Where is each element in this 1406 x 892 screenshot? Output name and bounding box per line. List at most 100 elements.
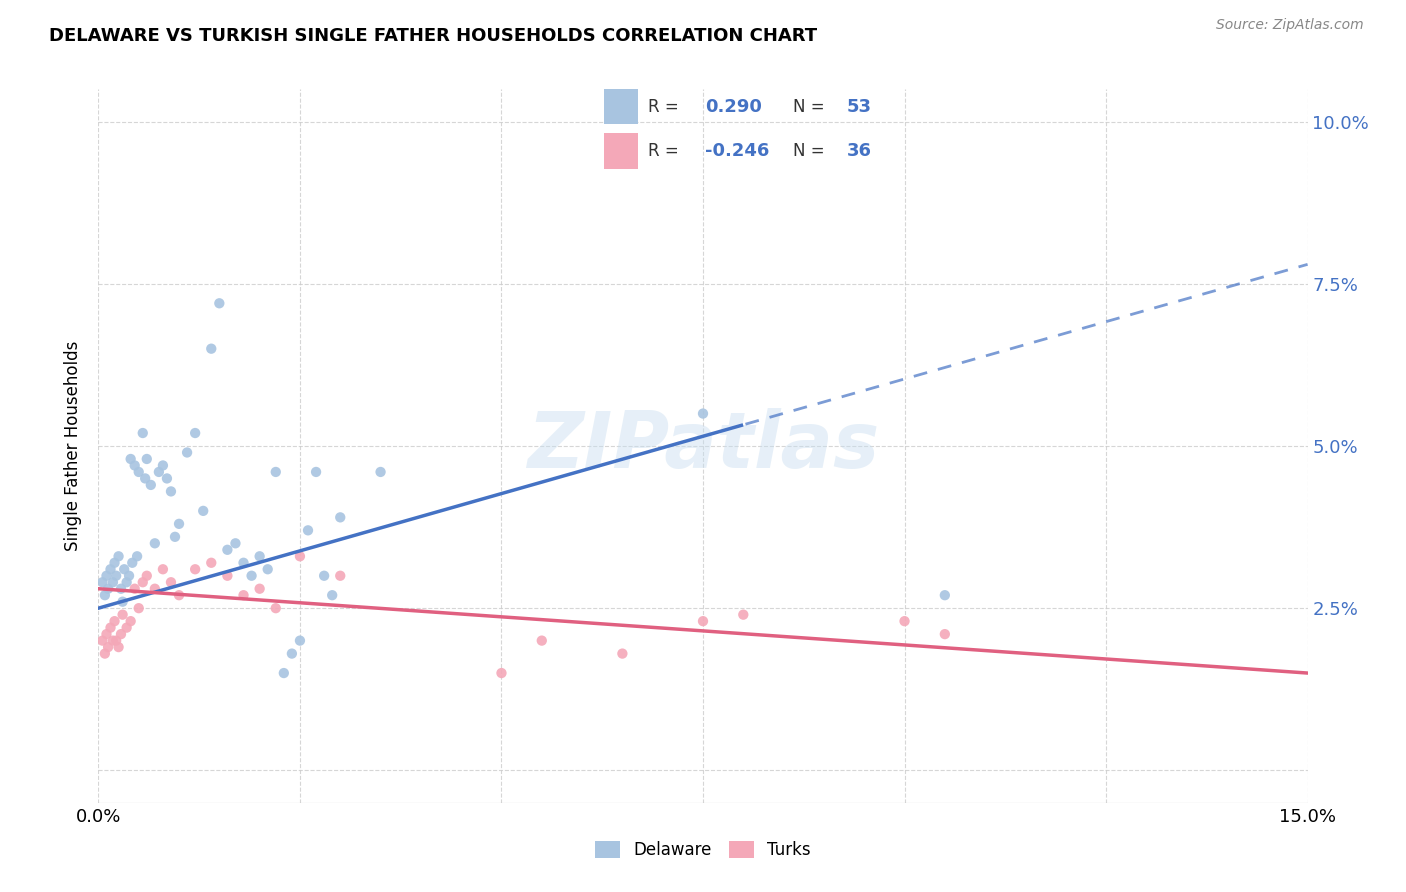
Point — [94, 588, 117, 602]
Point — [94, 647, 117, 661]
Point — [264, 601, 287, 615]
Point — [288, 549, 311, 564]
Text: Source: ZipAtlas.com: Source: ZipAtlas.com — [1216, 18, 1364, 32]
Point — [329, 568, 352, 582]
Point — [273, 666, 295, 681]
Point — [288, 633, 311, 648]
Point — [612, 647, 634, 661]
Point — [101, 575, 124, 590]
Point — [321, 588, 343, 602]
Point — [124, 582, 146, 596]
Point — [118, 568, 141, 582]
Point — [105, 568, 128, 582]
Point — [160, 484, 183, 499]
Point — [124, 458, 146, 473]
Point — [491, 666, 513, 681]
Point — [217, 542, 239, 557]
Point — [91, 575, 114, 590]
Point — [370, 465, 392, 479]
Point — [156, 471, 179, 485]
Text: DELAWARE VS TURKISH SINGLE FATHER HOUSEHOLDS CORRELATION CHART: DELAWARE VS TURKISH SINGLE FATHER HOUSEH… — [49, 27, 817, 45]
Point — [128, 465, 150, 479]
Point — [112, 562, 135, 576]
Text: 0.290: 0.290 — [706, 98, 762, 116]
Point — [167, 516, 190, 531]
Point — [103, 556, 125, 570]
Point — [160, 575, 183, 590]
Point — [103, 614, 125, 628]
Point — [115, 575, 138, 590]
Point — [121, 556, 143, 570]
Point — [232, 588, 254, 602]
Point — [134, 471, 156, 485]
Text: R =: R = — [648, 98, 683, 116]
FancyBboxPatch shape — [605, 89, 638, 124]
Point — [256, 562, 278, 576]
Point — [329, 510, 352, 524]
Point — [135, 452, 157, 467]
Point — [733, 607, 755, 622]
Text: 53: 53 — [846, 98, 872, 116]
Point — [692, 407, 714, 421]
Point — [893, 614, 915, 628]
Point — [120, 614, 142, 628]
Point — [110, 582, 132, 596]
Point — [127, 549, 149, 564]
Point — [100, 621, 122, 635]
Y-axis label: Single Father Households: Single Father Households — [65, 341, 83, 551]
Point — [232, 556, 254, 570]
Point — [143, 582, 166, 596]
Point — [115, 621, 138, 635]
Point — [105, 633, 128, 648]
Point — [167, 588, 190, 602]
Point — [934, 588, 956, 602]
Point — [97, 582, 120, 596]
Point — [143, 536, 166, 550]
Point — [111, 595, 134, 609]
Point — [200, 556, 222, 570]
Point — [200, 342, 222, 356]
Point — [163, 530, 186, 544]
Point — [208, 296, 231, 310]
Point — [297, 524, 319, 538]
Text: ZIPatlas: ZIPatlas — [527, 408, 879, 484]
Point — [100, 562, 122, 576]
Point — [264, 465, 287, 479]
Point — [148, 465, 170, 479]
Point — [107, 640, 129, 654]
Text: R =: R = — [648, 142, 683, 160]
Point — [135, 568, 157, 582]
Point — [217, 568, 239, 582]
FancyBboxPatch shape — [605, 133, 638, 169]
Point — [120, 452, 142, 467]
Point — [96, 627, 118, 641]
Point — [132, 425, 155, 440]
Point — [91, 633, 114, 648]
Point — [152, 458, 174, 473]
Point — [184, 425, 207, 440]
Point — [249, 582, 271, 596]
Point — [96, 568, 118, 582]
Point — [97, 640, 120, 654]
Point — [107, 549, 129, 564]
Legend: Delaware, Turks: Delaware, Turks — [589, 834, 817, 866]
Point — [314, 568, 336, 582]
Point — [128, 601, 150, 615]
Point — [530, 633, 553, 648]
Point — [176, 445, 198, 459]
Point — [184, 562, 207, 576]
Text: -0.246: -0.246 — [706, 142, 769, 160]
Point — [305, 465, 328, 479]
Point — [110, 627, 132, 641]
Point — [152, 562, 174, 576]
Point — [111, 607, 134, 622]
Point — [934, 627, 956, 641]
Point — [193, 504, 215, 518]
Point — [281, 647, 304, 661]
Point — [139, 478, 162, 492]
Point — [692, 614, 714, 628]
Point — [132, 575, 155, 590]
Point — [249, 549, 271, 564]
Text: 36: 36 — [846, 142, 872, 160]
Point — [240, 568, 263, 582]
